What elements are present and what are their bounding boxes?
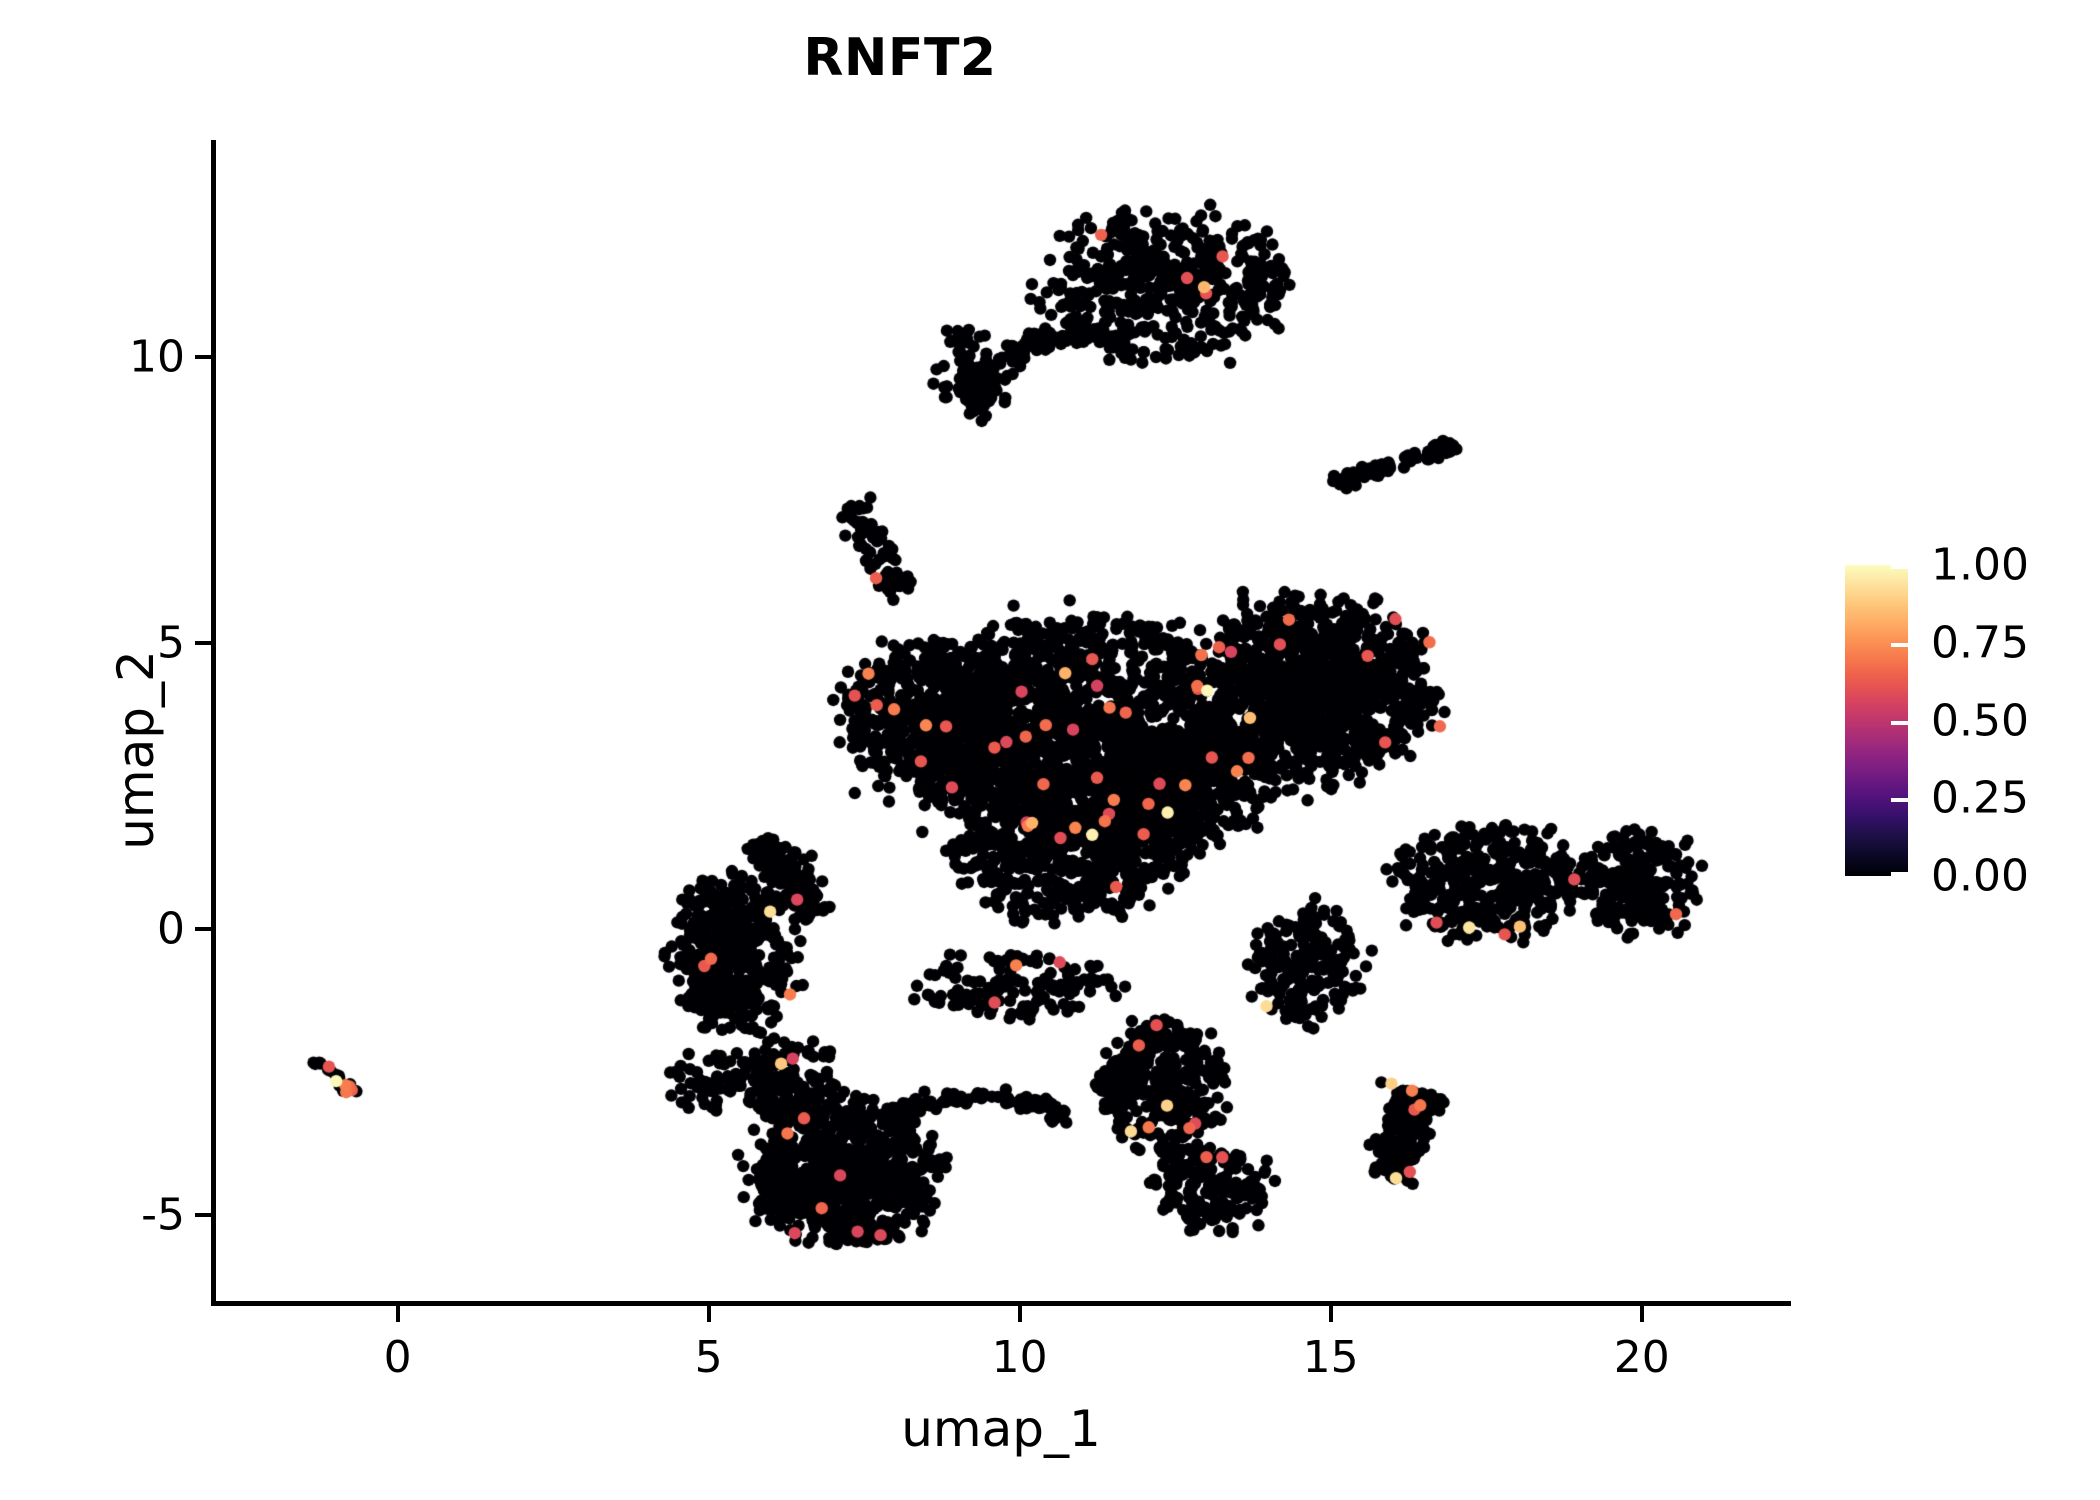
colorbar-tick-label: 1.00 [1931, 539, 2029, 591]
page-title: RNFT2 [803, 28, 997, 88]
x-tick-mark [706, 1306, 711, 1322]
colorbar-tick-mark [1891, 565, 1908, 569]
x-tick-label: 15 [1302, 1332, 1359, 1383]
x-tick-mark [1639, 1306, 1644, 1322]
colorbar-tick-mark [1891, 720, 1908, 725]
y-tick-label: -5 [141, 1189, 185, 1241]
x-tick-label: 5 [694, 1332, 723, 1383]
x-axis-title: umap_1 [901, 1400, 1101, 1458]
colorbar-tick-mark [1891, 872, 1908, 876]
x-tick-mark [1017, 1306, 1022, 1322]
y-tick-label: 0 [157, 903, 185, 955]
colorbar-tick-mark [1891, 798, 1908, 803]
x-tick-label: 20 [1613, 1332, 1670, 1383]
y-tick-mark [195, 1212, 211, 1217]
scatter-canvas [211, 140, 1791, 1306]
axis-spine-bottom [211, 1301, 1791, 1306]
x-tick-mark [395, 1306, 400, 1322]
colorbar-tick-label: 0.75 [1931, 617, 2029, 669]
y-tick-mark [195, 355, 211, 360]
axis-spine-left [211, 140, 216, 1306]
plot-axes: 10 5 0 -5 0 5 10 15 20 [129, 140, 1791, 1383]
x-tick-label: 10 [991, 1332, 1048, 1383]
y-tick-label: 10 [129, 331, 185, 383]
x-tick-mark [1328, 1306, 1333, 1322]
y-tick-label: 5 [157, 617, 185, 669]
colorbar-tick-label: 0.00 [1931, 850, 2029, 902]
y-axis-title: umap_2 [106, 650, 165, 850]
colorbar-tick-label: 0.25 [1931, 772, 2029, 824]
colorbar-tick-mark [1891, 642, 1908, 647]
colorbar-tick-label: 0.50 [1931, 695, 2029, 746]
x-tick-label: 0 [383, 1332, 412, 1383]
colorbar: 1.00 0.75 0.50 0.25 0.00 [1845, 540, 2095, 902]
y-tick-mark [195, 926, 211, 931]
y-tick-mark [195, 640, 211, 645]
